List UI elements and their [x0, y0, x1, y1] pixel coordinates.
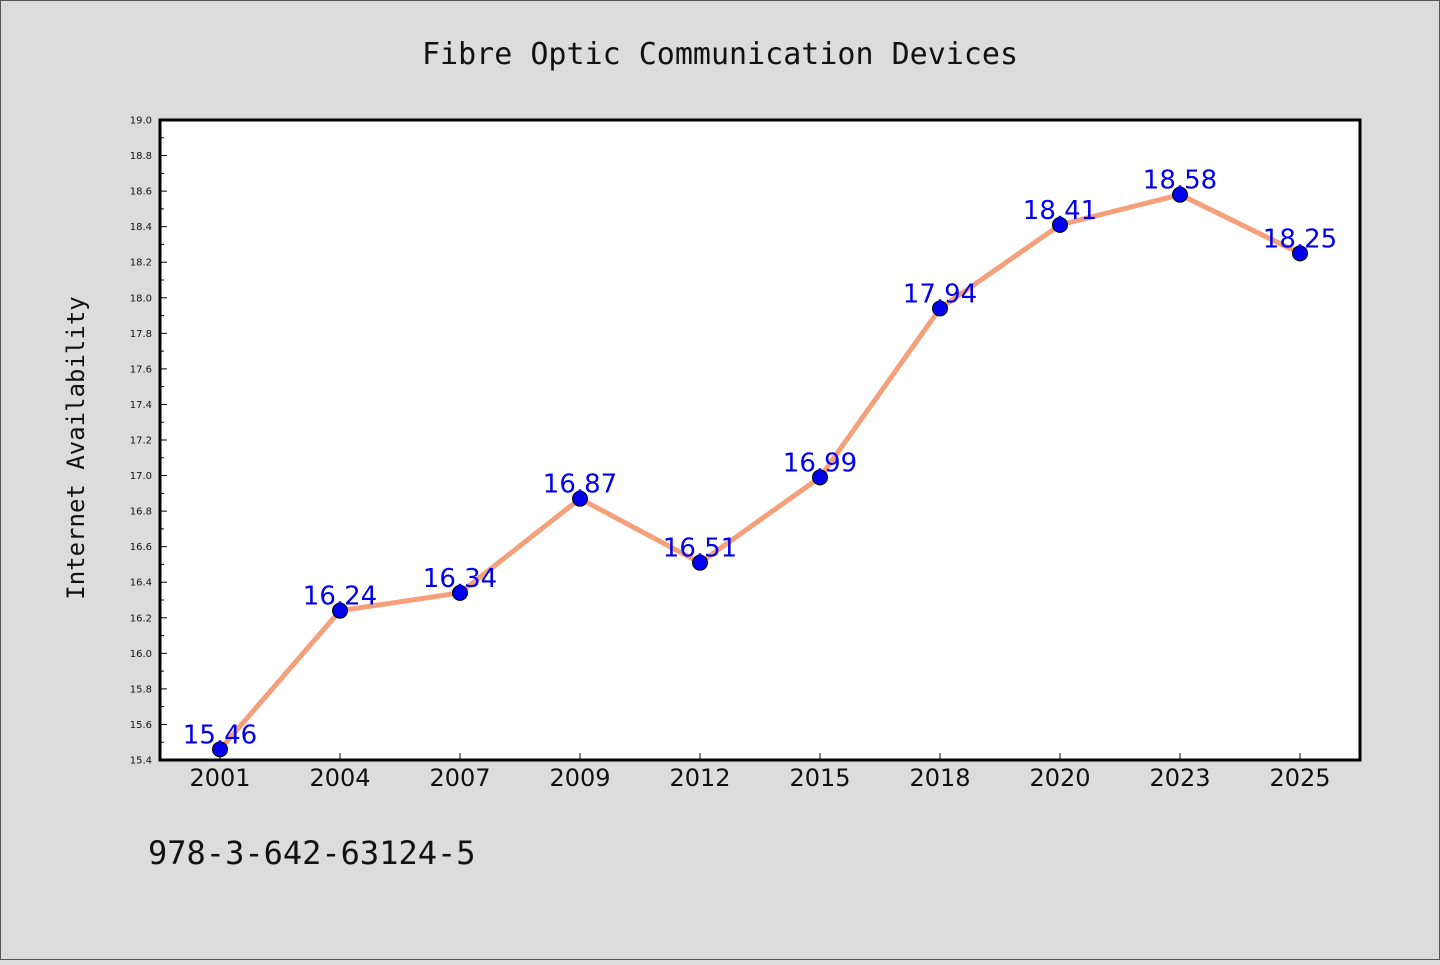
y-tick-label: 17.2 — [130, 436, 152, 447]
chart-title: Fibre Optic Communication Devices — [422, 37, 1018, 72]
data-point — [212, 741, 228, 758]
y-tick-label: 16.6 — [130, 542, 152, 553]
x-tick-label: 2020 — [1029, 764, 1090, 792]
y-tick-label: 19.0 — [130, 116, 152, 127]
series-line — [217, 192, 1303, 752]
data-label: 16.34 — [423, 564, 497, 594]
y-tick-label: 15.8 — [130, 684, 152, 695]
data-label: 17.94 — [903, 279, 977, 309]
x-tick-label: 2015 — [789, 764, 850, 792]
y-tick-label: 18.6 — [130, 187, 152, 198]
data-label: 18.41 — [1023, 196, 1097, 226]
data-label: 18.58 — [1143, 166, 1217, 196]
data-point — [812, 469, 828, 486]
series-group — [212, 186, 1308, 758]
x-tick-label: 2012 — [669, 764, 730, 792]
y-tick-label: 18.0 — [130, 293, 152, 304]
data-point — [332, 602, 348, 619]
data-label: 16.51 — [663, 534, 737, 564]
data-point — [932, 300, 948, 317]
data-label: 16.87 — [543, 470, 617, 500]
x-tick-label: 2009 — [549, 764, 610, 792]
data-label: 15.46 — [183, 720, 257, 750]
y-tick-label: 16.8 — [130, 507, 152, 518]
data-point — [1292, 245, 1308, 262]
x-tick-label: 2007 — [429, 764, 490, 792]
x-tick-label: 2001 — [189, 764, 250, 792]
x-tick-label: 2023 — [1149, 764, 1210, 792]
data-point — [1172, 186, 1188, 203]
footer-isbn: 978-3-642-63124-5 — [148, 834, 476, 872]
data-labels: 15.46 16.24 16.34 16.87 16.51 16.99 17.94 18.41… — [183, 166, 1337, 751]
y-tick-label: 17.4 — [130, 400, 152, 411]
plot-area — [158, 118, 1362, 762]
y-tick-label: 16.2 — [130, 613, 152, 624]
y-tick-label: 18.8 — [130, 151, 152, 162]
y-tick-label: 17.6 — [130, 364, 152, 375]
y-tick-label: 18.4 — [130, 222, 152, 233]
y-tick-label: 17.8 — [130, 329, 152, 340]
data-label: 16.24 — [303, 582, 377, 612]
x-axis: 2001 2004 2007 2009 2012 2015 2018 2020 2023 2025 — [189, 753, 1331, 792]
data-point — [692, 554, 708, 571]
y-axis-label: Internet Availability — [62, 296, 90, 599]
data-point — [1052, 216, 1068, 233]
y-axis: 15.4 15.6 15.8 16.0 16.2 16.4 16.6 16.8 17.0 17.2… — [130, 116, 167, 767]
data-label: 16.99 — [783, 448, 857, 478]
y-tick-label: 18.2 — [130, 258, 152, 269]
y-tick-label: 17.0 — [130, 471, 152, 482]
data-point — [572, 490, 588, 507]
y-tick-label: 16.0 — [130, 649, 152, 660]
data-label: 18.25 — [1263, 224, 1337, 254]
data-point — [452, 584, 468, 601]
y-tick-label: 16.4 — [130, 578, 152, 589]
x-tick-label: 2004 — [309, 764, 370, 792]
x-tick-label: 2018 — [909, 764, 970, 792]
x-tick-label: 2025 — [1269, 764, 1330, 792]
y-tick-label: 15.6 — [130, 720, 152, 731]
y-tick-label: 15.4 — [130, 756, 152, 767]
